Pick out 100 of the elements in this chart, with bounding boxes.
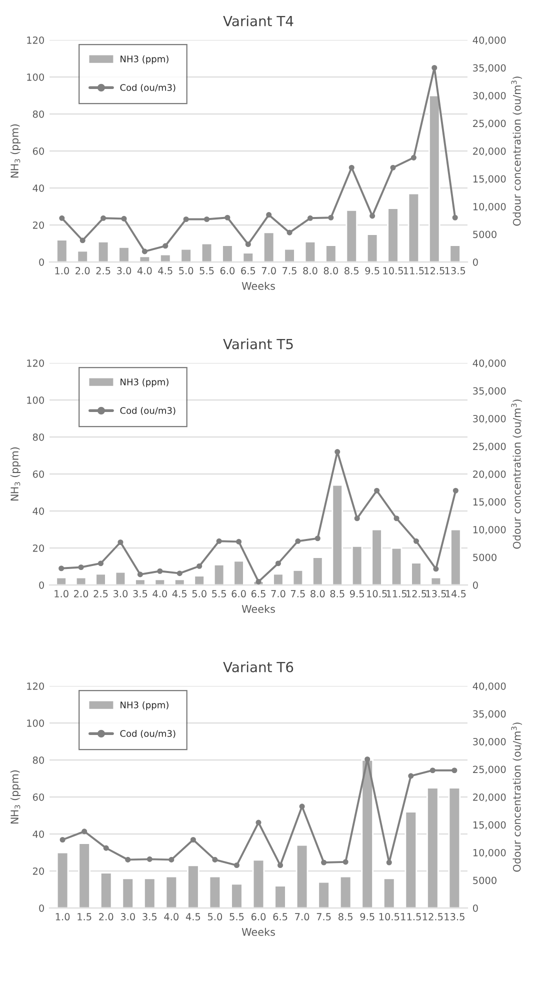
point xyxy=(60,836,66,843)
y2-tick-label: 0 xyxy=(473,258,478,266)
x-tick-label: 5.5 xyxy=(200,267,214,274)
point xyxy=(295,538,301,544)
bar xyxy=(114,571,126,585)
x-tick-label: 7.5 xyxy=(291,590,305,598)
y2-axis-title: Odour concentration (ou/m$^{3}$) xyxy=(511,76,522,226)
bar xyxy=(408,192,420,262)
x-tick-label: 8.0 xyxy=(324,267,338,274)
point xyxy=(275,560,281,566)
x-tick-label: 11.5 xyxy=(386,590,406,598)
x-tick-label: 10.5 xyxy=(383,267,403,274)
bar xyxy=(187,864,200,908)
bar xyxy=(426,787,439,908)
point xyxy=(224,214,230,220)
bar xyxy=(284,248,296,262)
y2-axis-title: Odour concentration (ou/m$^{3}$) xyxy=(511,722,522,872)
x-tick-label: 4.5 xyxy=(186,913,200,920)
y2-tick-label: 30,000 xyxy=(473,92,506,100)
x-tick-label: 4.5 xyxy=(172,590,187,598)
y-tick-label: 60 xyxy=(32,793,44,801)
y2-tick-label: 15,000 xyxy=(473,821,506,830)
y-tick-label: 20 xyxy=(32,544,44,552)
y-tick-label: 100 xyxy=(27,396,44,404)
y2-tick-label: 30,000 xyxy=(473,414,506,424)
bar xyxy=(410,562,422,585)
point xyxy=(408,773,414,779)
point xyxy=(137,572,143,578)
x-tick-label: 5.0 xyxy=(208,913,222,920)
bar xyxy=(95,573,106,585)
x-tick-label: 8.5 xyxy=(330,590,344,598)
x-axis-title: Weeks xyxy=(242,282,275,290)
point xyxy=(374,488,380,494)
point xyxy=(452,768,458,774)
y-tick-label: 60 xyxy=(32,147,44,155)
y-axis-title: NH$_{3}$ (ppm) xyxy=(10,447,20,501)
y-axis-title: NH$_{3}$ (ppm) xyxy=(10,770,20,824)
bar xyxy=(144,878,156,908)
x-tick-label: 7.0 xyxy=(295,913,310,920)
point xyxy=(256,578,262,584)
y-tick-label: 120 xyxy=(27,682,44,690)
x-tick-label: 6.0 xyxy=(251,913,266,920)
point xyxy=(299,804,305,810)
x-tick-label: 3.0 xyxy=(113,590,128,598)
point xyxy=(162,243,168,249)
bar xyxy=(56,239,68,262)
x-tick-label: 5.5 xyxy=(212,590,226,598)
y2-tick-label: 25,000 xyxy=(473,120,506,128)
point xyxy=(266,212,272,218)
point xyxy=(430,768,436,774)
y2-tick-label: 0 xyxy=(473,904,478,912)
point xyxy=(212,856,218,862)
x-tick-label: 8.0 xyxy=(303,267,318,274)
point xyxy=(452,214,458,220)
x-tick-label: 12.5 xyxy=(406,590,426,598)
y2-tick-label: 20,000 xyxy=(473,147,506,156)
point xyxy=(328,214,334,220)
x-tick-label: 9.5 xyxy=(365,267,380,274)
bar xyxy=(76,250,88,262)
x-tick-label: 10.5 xyxy=(367,590,387,598)
y2-tick-label: 25,000 xyxy=(473,442,506,452)
point xyxy=(100,215,106,221)
x-tick-label: 8.5 xyxy=(344,267,358,274)
point xyxy=(190,836,196,843)
x-tick-label: 2.5 xyxy=(96,267,110,274)
y2-tick-label: 35,000 xyxy=(473,64,506,73)
y-tick-label: 0 xyxy=(39,581,44,589)
x-tick-label: 7.0 xyxy=(262,267,276,274)
point xyxy=(245,241,251,248)
x-tick-label: 7.5 xyxy=(316,913,331,920)
x-tick-label: 7.0 xyxy=(271,590,286,598)
y-tick-label: 80 xyxy=(32,433,44,441)
x-tick-label: 10.5 xyxy=(379,913,400,920)
x-tick-label: 2.0 xyxy=(76,267,90,274)
point xyxy=(394,516,400,522)
bar xyxy=(272,573,284,585)
x-tick-label: 3.5 xyxy=(142,913,157,920)
y2-tick-label: 35,000 xyxy=(473,387,506,396)
bar xyxy=(351,545,363,585)
bar xyxy=(118,246,130,262)
legend-label: NH3 (ppm) xyxy=(120,378,168,388)
bar xyxy=(194,575,205,585)
y-tick-label: 100 xyxy=(27,719,44,727)
chart-title: Variant T4 xyxy=(223,16,294,26)
legend-label: NH3 (ppm) xyxy=(120,701,168,710)
point xyxy=(121,216,127,222)
bar xyxy=(56,576,67,585)
point xyxy=(118,539,124,546)
bar xyxy=(222,244,234,262)
bar xyxy=(122,878,134,908)
y-axis-title: NH$_{3}$ (ppm) xyxy=(10,124,20,178)
y2-tick-label: 25,000 xyxy=(473,766,506,774)
bar xyxy=(361,759,374,908)
x-tick-label: 5.0 xyxy=(192,590,206,598)
y-tick-label: 0 xyxy=(39,258,44,266)
point xyxy=(307,215,314,221)
bar xyxy=(449,244,461,262)
point xyxy=(314,536,320,542)
point xyxy=(196,563,202,569)
y-tick-label: 120 xyxy=(27,359,44,367)
